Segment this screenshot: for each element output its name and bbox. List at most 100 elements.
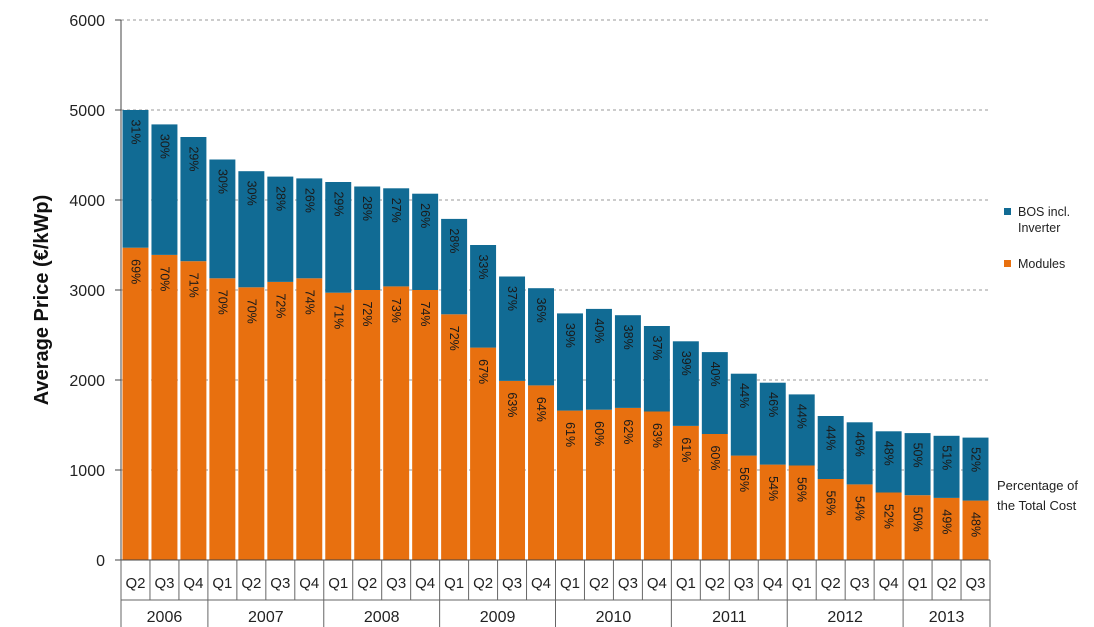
bar-modules	[470, 347, 497, 560]
quarter-label: Q1	[560, 575, 580, 592]
bar-bos	[470, 245, 497, 348]
bar-bos	[614, 315, 641, 408]
bos-percent-label: 28%	[360, 196, 374, 221]
year-label: 2006	[147, 609, 183, 626]
y-tick-label: 6000	[69, 13, 105, 30]
bar-bos	[267, 176, 294, 282]
bar-modules	[904, 495, 931, 560]
year-label: 2010	[596, 609, 632, 626]
quarter-label: Q4	[647, 575, 667, 592]
year-label: 2009	[480, 609, 516, 626]
bar-modules	[788, 465, 815, 560]
bos-percent-label: 46%	[853, 432, 867, 457]
y-tick-label: 0	[96, 553, 105, 570]
bar-bos	[557, 313, 583, 411]
y-tick-label: 2000	[69, 373, 105, 390]
year-label: 2013	[929, 609, 965, 626]
quarter-label: Q2	[125, 575, 145, 592]
bos-percent-label: 26%	[302, 188, 316, 213]
bar-modules	[325, 292, 352, 560]
modules-percent-label: 49%	[940, 509, 954, 534]
bar-bos	[643, 326, 670, 412]
quarter-label: Q3	[502, 575, 522, 592]
y-tick-label: 1000	[69, 463, 105, 480]
bar-bos	[846, 422, 873, 485]
quarter-label: Q4	[183, 575, 203, 592]
modules-percent-label: 62%	[621, 419, 635, 444]
legend: BOS incl. Inverter Modules	[1004, 205, 1070, 271]
bos-percent-label: 36%	[534, 298, 548, 323]
bos-percent-label: 30%	[244, 181, 258, 206]
bar-modules	[846, 484, 873, 560]
quarter-label: Q3	[270, 575, 290, 592]
bos-percent-label: 38%	[621, 325, 635, 350]
bar-bos	[904, 433, 931, 496]
modules-percent-label: 52%	[882, 504, 896, 529]
modules-percent-label: 70%	[157, 266, 171, 291]
bar-bos	[962, 437, 989, 501]
bars	[122, 110, 989, 560]
bar-modules	[296, 278, 323, 560]
bar-modules	[557, 410, 583, 560]
quarter-label: Q3	[966, 575, 986, 592]
bos-percent-label: 31%	[128, 119, 142, 144]
bos-percent-label: 40%	[708, 362, 722, 387]
bar-modules	[267, 281, 294, 560]
quarter-label: Q1	[676, 575, 696, 592]
bos-percent-label: 44%	[824, 425, 838, 450]
year-label: 2012	[827, 609, 863, 626]
bar-bos	[122, 110, 149, 248]
bar-bos	[354, 186, 381, 290]
bar-bos	[412, 193, 439, 290]
modules-percent-label: 61%	[563, 422, 577, 447]
y-axis: 0 1000 2000 3000 4000 5000 6000	[69, 13, 122, 570]
bar-bos	[759, 382, 786, 465]
bar-bos	[180, 137, 207, 262]
annotation-line-2: the Total Cost	[997, 498, 1077, 513]
modules-percent-label: 73%	[389, 298, 403, 323]
quarter-label: Q1	[792, 575, 812, 592]
bar-modules	[614, 407, 641, 560]
modules-percent-label: 60%	[708, 445, 722, 470]
modules-percent-label: 71%	[331, 304, 345, 329]
legend-swatch-bos	[1004, 208, 1011, 215]
year-label: 2008	[364, 609, 400, 626]
bos-percent-label: 50%	[911, 443, 925, 468]
quarter-label: Q3	[850, 575, 870, 592]
bar-bos	[325, 182, 352, 293]
bos-percent-label: 29%	[186, 146, 200, 171]
bos-percent-label: 37%	[505, 286, 519, 311]
modules-percent-label: 54%	[766, 476, 780, 501]
bar-bos	[383, 188, 410, 287]
modules-percent-label: 74%	[302, 290, 316, 315]
modules-percent-label: 56%	[795, 477, 809, 502]
quarter-label: Q4	[299, 575, 319, 592]
y-tick-label: 3000	[69, 283, 105, 300]
bar-bos	[933, 435, 960, 498]
bar-modules	[238, 287, 265, 560]
x-axis: Q2 Q3 Q4 Q1 Q2 Q3 Q4 Q1 Q2 Q3 Q4 Q1 Q2 Q3 Q4 Q1 Q2 Q3 Q4 Q1…	[120, 559, 991, 627]
y-tick-label: 4000	[69, 193, 105, 210]
legend-label-bos-line1: BOS incl.	[1018, 205, 1070, 219]
bos-percent-label: 29%	[331, 191, 345, 216]
quarter-label: Q3	[618, 575, 638, 592]
quarter-label: Q2	[241, 575, 261, 592]
quarter-label: Q4	[763, 575, 783, 592]
bar-modules	[759, 464, 786, 560]
modules-percent-label: 50%	[911, 507, 925, 532]
quarter-label: Q2	[357, 575, 377, 592]
y-axis-title: Average Price (€/kWp)	[31, 195, 53, 405]
modules-percent-label: 70%	[215, 290, 229, 315]
modules-percent-label: 63%	[505, 392, 519, 417]
annotation-line-1: Percentage of	[997, 478, 1078, 493]
bar-modules	[875, 492, 902, 560]
bar-bos	[585, 308, 612, 410]
quarter-label: Q1	[444, 575, 464, 592]
bar-bos	[528, 288, 554, 386]
quarter-label: Q4	[879, 575, 899, 592]
percentage-annotation: Percentage of the Total Cost	[997, 478, 1078, 513]
quarter-label: Q1	[908, 575, 928, 592]
year-label: 2011	[712, 609, 747, 626]
bar-bos	[817, 416, 844, 479]
